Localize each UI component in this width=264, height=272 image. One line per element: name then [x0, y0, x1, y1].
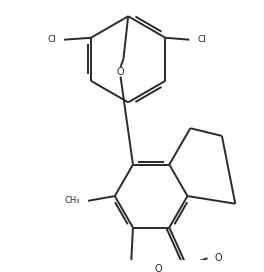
Text: Cl: Cl	[48, 35, 56, 44]
Text: CH₃: CH₃	[65, 196, 80, 205]
Text: O: O	[155, 264, 163, 272]
Text: Cl: Cl	[197, 35, 206, 44]
Text: O: O	[214, 253, 222, 263]
Text: O: O	[117, 67, 124, 77]
